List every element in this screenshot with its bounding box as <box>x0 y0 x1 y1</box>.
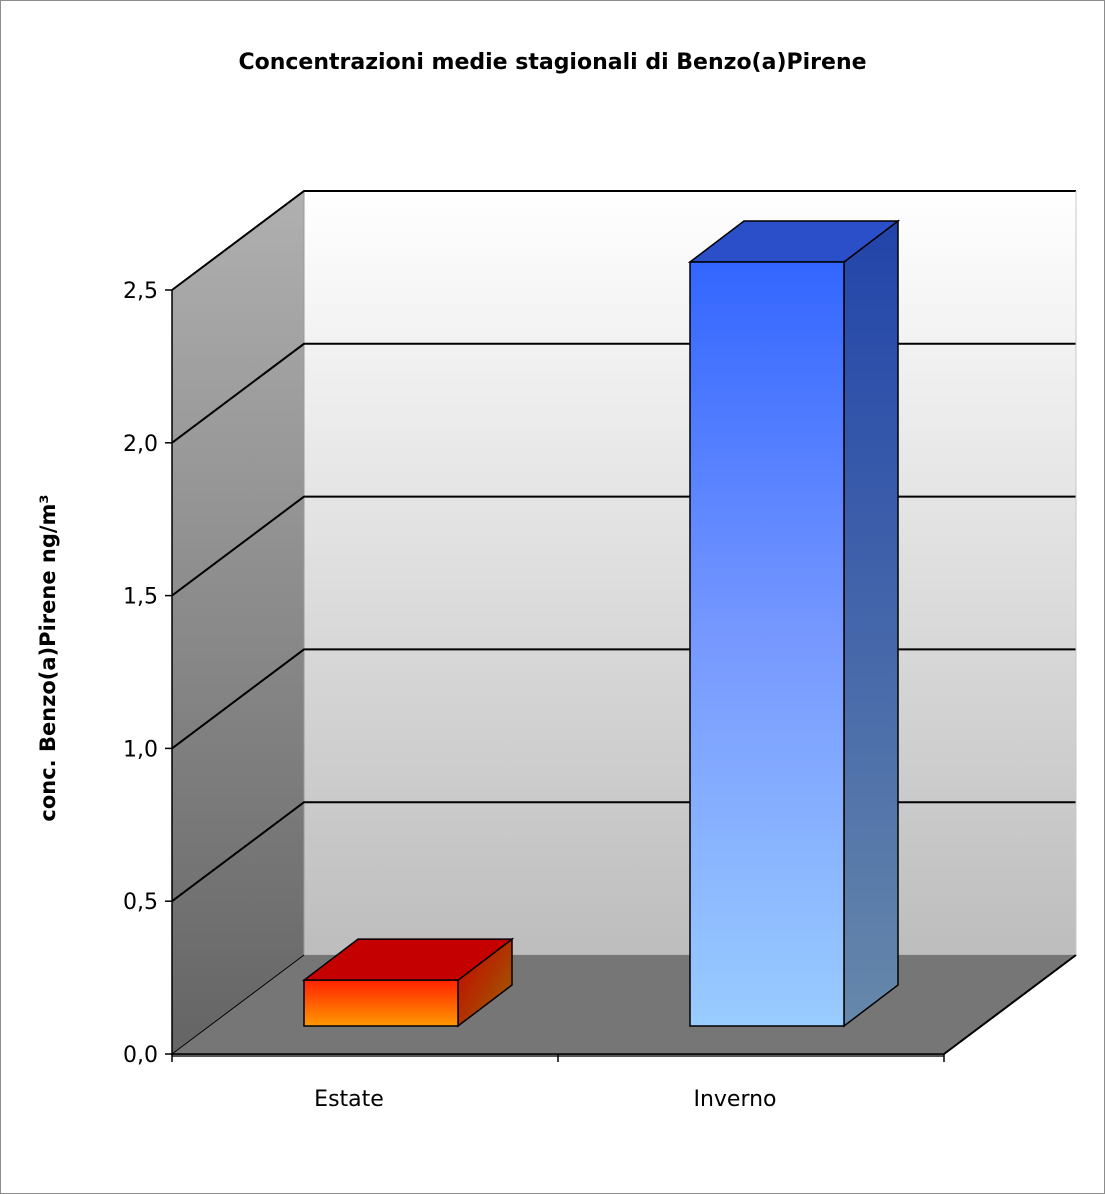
bar-front <box>689 261 845 1027</box>
y-tick-label: 0,5 <box>123 890 158 915</box>
chart-walls <box>171 190 1077 1057</box>
y-tick-label: 1,5 <box>123 585 158 610</box>
axes <box>165 289 945 1062</box>
tick-labels: 0,0 0,5 1,0 1,5 2,0 2,5 Estate Inverno <box>123 279 777 1112</box>
bars <box>301 219 901 1028</box>
floor-left-edge <box>171 954 305 1055</box>
x-tick-label: Inverno <box>693 1087 776 1112</box>
y-tick-label: 0,0 <box>123 1043 158 1068</box>
y-tick-label: 2,5 <box>123 279 158 304</box>
y-tick-label: 2,0 <box>123 432 158 457</box>
floor-right-edge <box>943 954 1077 1055</box>
bar-estate <box>301 937 515 1028</box>
bar-inverno <box>687 219 901 1028</box>
bar-front <box>303 979 459 1027</box>
side-wall <box>171 190 305 1055</box>
chart-title: Concentrazioni medie stagionali di Benzo… <box>238 50 867 75</box>
x-tick-label: Estate <box>314 1087 384 1112</box>
gridline <box>171 190 1076 291</box>
y-tick-label: 1,0 <box>123 737 158 762</box>
bar-side <box>843 219 899 1028</box>
